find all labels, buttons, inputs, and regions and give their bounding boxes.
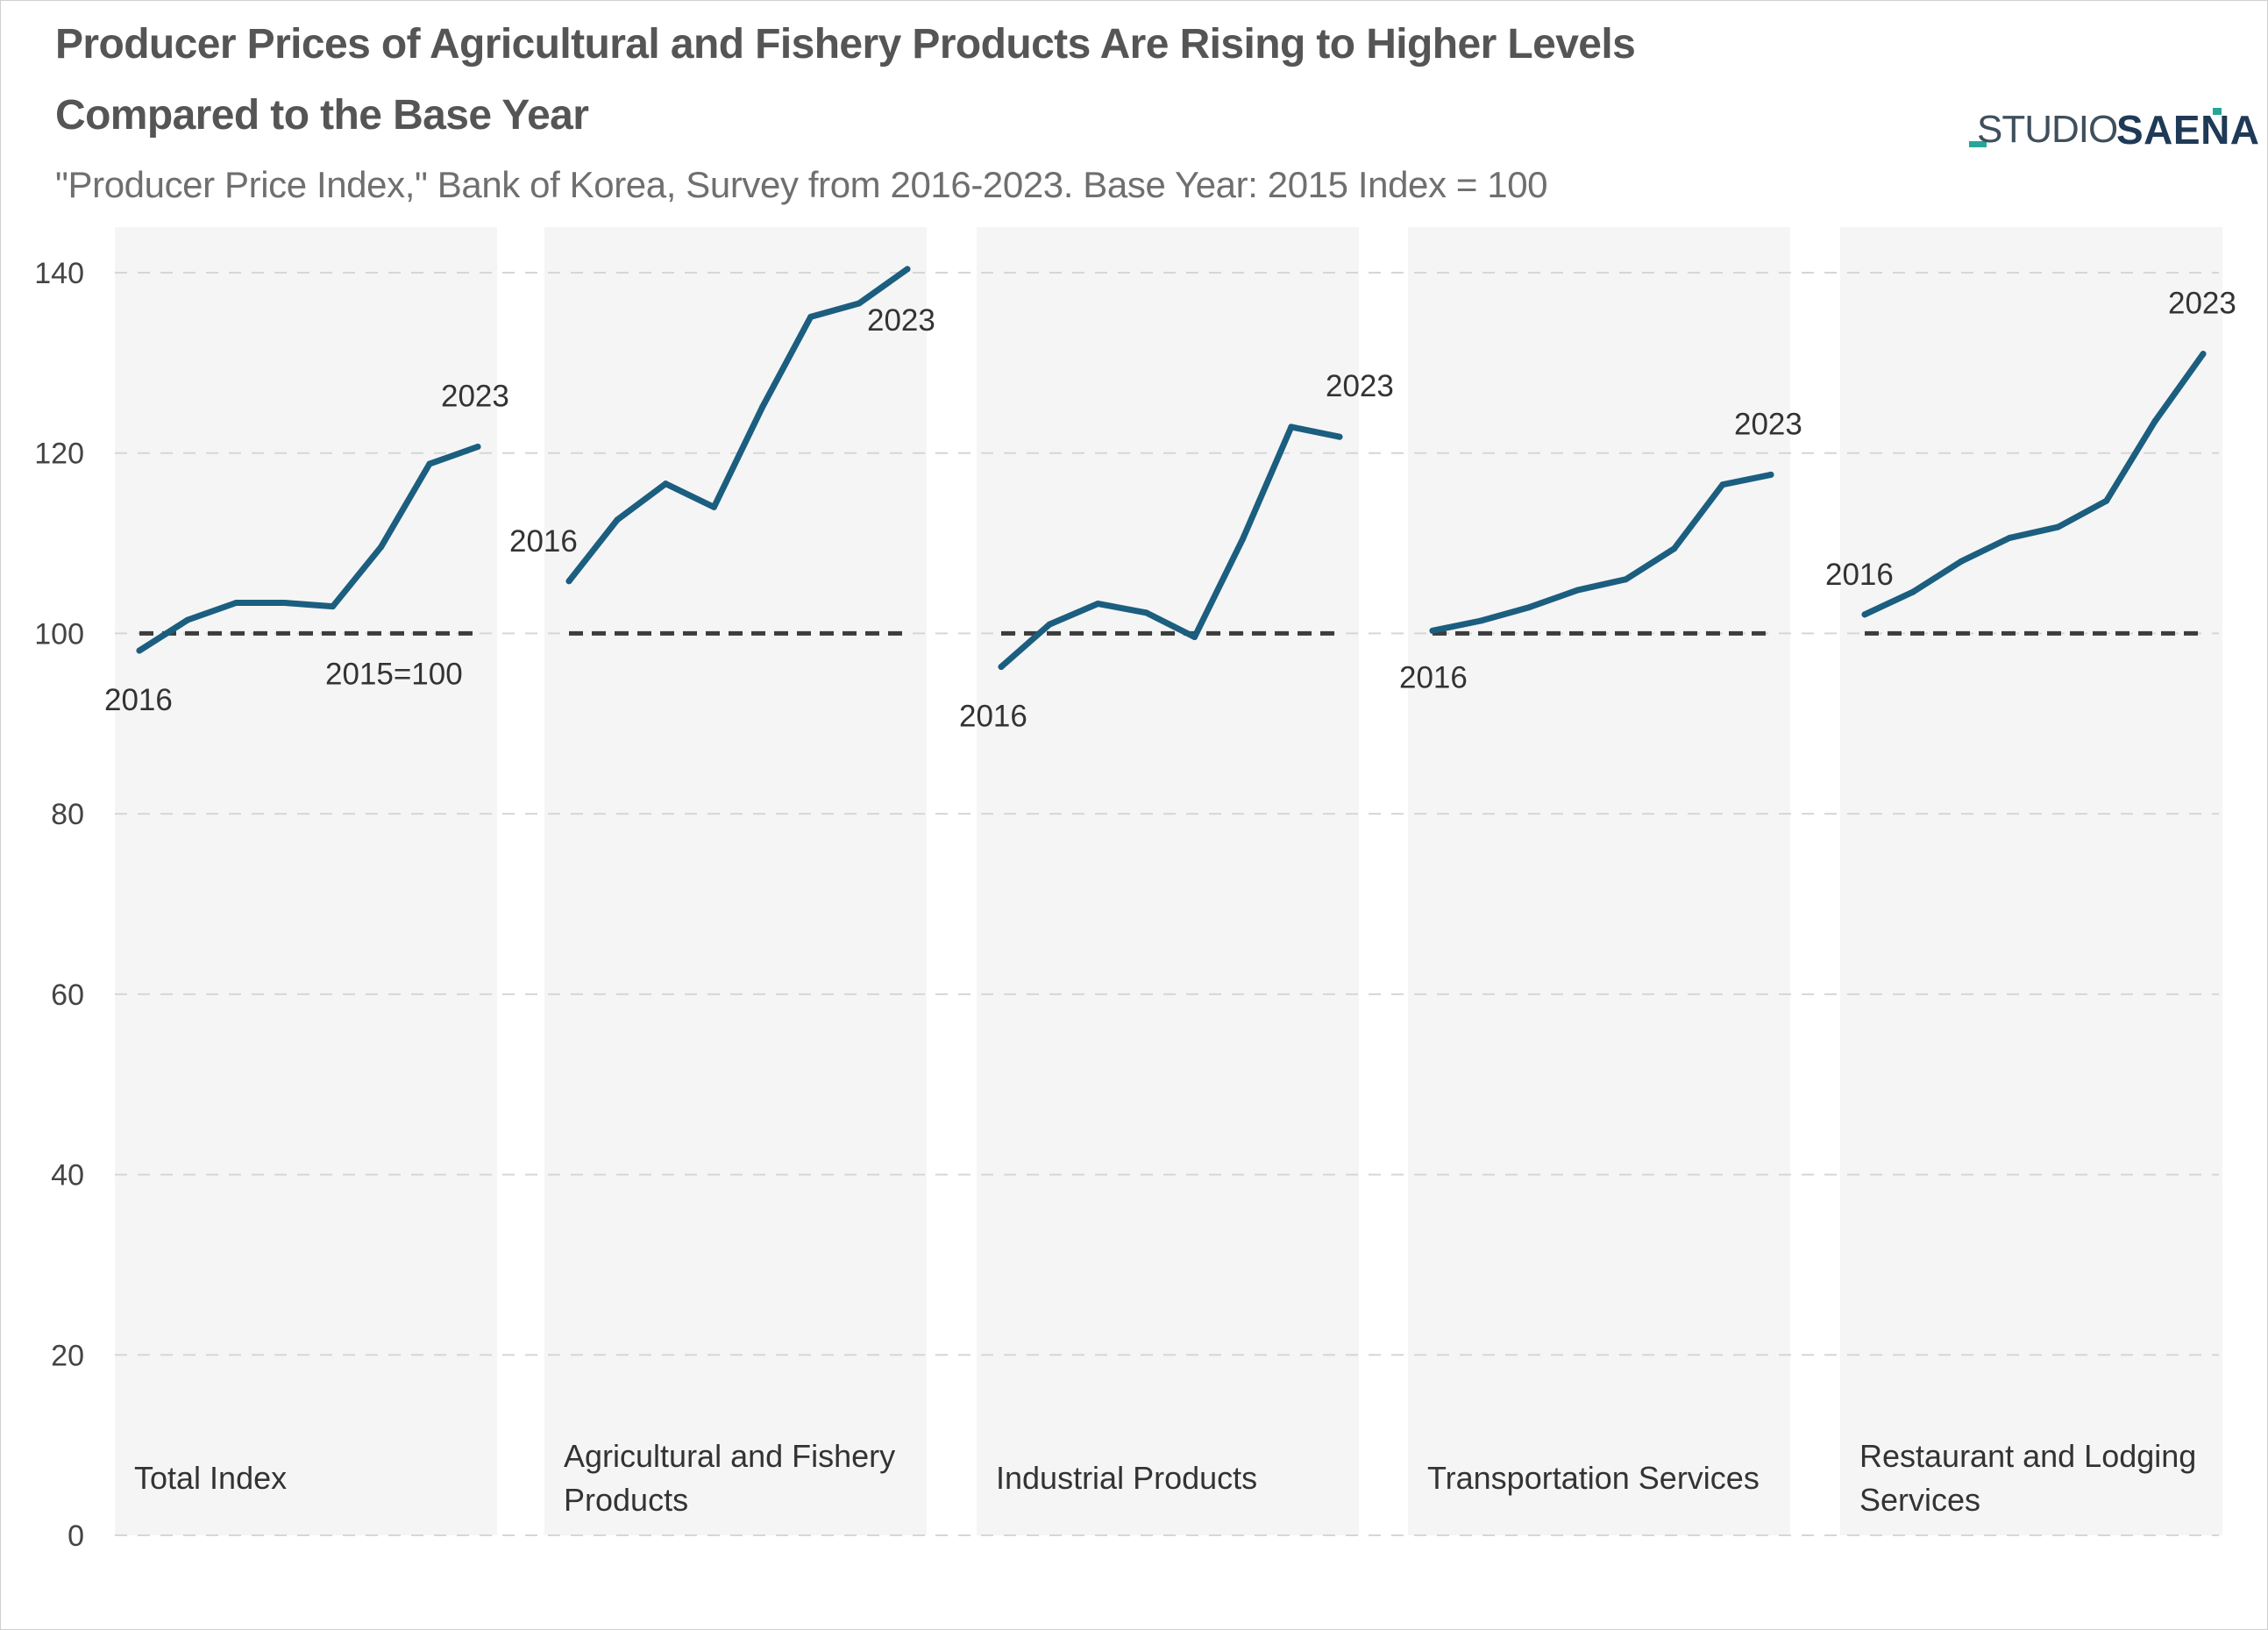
panel-label: Industrial Products bbox=[996, 1460, 1257, 1496]
panel-background bbox=[1408, 227, 1790, 1535]
series-panel: 2016 2023 Industrial Products bbox=[959, 369, 1394, 1496]
panel-label: Transportation Services bbox=[1427, 1460, 1760, 1496]
data-point bbox=[565, 578, 572, 585]
logo-underscore-mark bbox=[1969, 141, 1987, 147]
data-point bbox=[856, 300, 863, 307]
series-panel: 2016 2023 Restaurant and Lodging Services bbox=[1825, 287, 2236, 1518]
data-point bbox=[1719, 481, 1726, 488]
end-year-label: 2023 bbox=[2168, 287, 2236, 321]
y-tick-label: 120 bbox=[34, 438, 84, 471]
panel-backgrounds bbox=[115, 227, 2222, 1535]
data-point bbox=[136, 647, 143, 654]
data-point bbox=[1623, 576, 1630, 583]
data-point bbox=[1767, 471, 1774, 478]
end-year-label: 2023 bbox=[441, 380, 509, 414]
data-point bbox=[710, 503, 717, 510]
start-year-label: 2016 bbox=[104, 683, 173, 717]
y-tick-label: 20 bbox=[51, 1339, 84, 1372]
data-point bbox=[998, 663, 1005, 670]
data-point bbox=[1142, 609, 1149, 616]
data-point bbox=[2200, 351, 2207, 358]
data-point bbox=[1525, 604, 1532, 611]
y-tick-label: 140 bbox=[34, 257, 84, 290]
data-point bbox=[1046, 621, 1053, 628]
series-panel: 2016 2023 Transportation Services bbox=[1399, 407, 1802, 1496]
panel-background bbox=[977, 227, 1359, 1535]
logo-text-saena: SAENA bbox=[2116, 107, 2260, 153]
data-point bbox=[904, 266, 911, 273]
data-point bbox=[426, 460, 433, 467]
data-point bbox=[2151, 418, 2158, 425]
data-point bbox=[807, 313, 814, 320]
series-line bbox=[998, 424, 1343, 670]
start-year-label: 2016 bbox=[959, 699, 1027, 733]
data-point bbox=[1429, 627, 1436, 634]
panel-background bbox=[544, 227, 927, 1535]
data-point bbox=[2103, 497, 2110, 504]
series-layer: 2016 2023 2015=100 Total Index 2016 2023 Agric… bbox=[104, 266, 2236, 1518]
panel-label: Agricultural and Fishery bbox=[564, 1438, 895, 1474]
data-point bbox=[281, 599, 288, 606]
data-point bbox=[614, 516, 621, 523]
data-point bbox=[1958, 558, 1965, 565]
series-panel: 2016 2023 Agricultural and Fishery Products bbox=[509, 266, 935, 1518]
panel-background bbox=[1840, 227, 2222, 1535]
y-tick-label: 100 bbox=[34, 617, 84, 651]
data-point bbox=[378, 544, 385, 551]
data-point bbox=[1477, 617, 1484, 624]
y-tick-label: 40 bbox=[51, 1159, 84, 1192]
panel-label: Products bbox=[564, 1482, 688, 1518]
chart-title-line-2: Compared to the Base Year bbox=[55, 92, 589, 139]
panel-background bbox=[115, 227, 497, 1535]
series-line bbox=[136, 444, 481, 654]
series-line bbox=[565, 266, 911, 585]
data-point bbox=[1191, 634, 1198, 641]
start-year-label: 2016 bbox=[1399, 660, 1468, 694]
end-year-label: 2023 bbox=[867, 303, 935, 338]
y-axis: 0 20 40 60 80 100 120 140 bbox=[34, 257, 84, 1553]
data-point bbox=[1671, 545, 1678, 552]
data-point bbox=[759, 403, 766, 410]
panel-label: Total Index bbox=[134, 1460, 287, 1496]
start-year-label: 2016 bbox=[1825, 558, 1894, 592]
chart-title-line-1: Producer Prices of Agricultural and Fish… bbox=[55, 21, 1636, 68]
data-point bbox=[2055, 523, 2062, 530]
y-tick-label: 0 bbox=[68, 1520, 84, 1553]
data-point bbox=[1909, 588, 1916, 595]
end-year-label: 2023 bbox=[1734, 407, 1802, 441]
data-point bbox=[1094, 600, 1101, 607]
chart-subtitle: "Producer Price Index," Bank of Korea, S… bbox=[55, 164, 1548, 205]
data-point bbox=[184, 616, 191, 623]
data-point bbox=[1861, 611, 1868, 618]
data-point bbox=[1574, 587, 1581, 594]
y-tick-label: 80 bbox=[51, 798, 84, 831]
data-point bbox=[232, 599, 239, 606]
data-point bbox=[1288, 424, 1295, 431]
start-year-label: 2016 bbox=[509, 524, 578, 559]
logo-accent-mark bbox=[2213, 108, 2222, 115]
panel-label: Services bbox=[1859, 1482, 1980, 1518]
series-line bbox=[1861, 351, 2207, 618]
end-year-label: 2023 bbox=[1326, 369, 1394, 403]
panel-label: Restaurant and Lodging bbox=[1859, 1438, 2196, 1474]
data-point bbox=[2006, 534, 2013, 541]
data-point bbox=[1240, 535, 1247, 542]
series-line bbox=[1429, 471, 1774, 634]
data-point bbox=[330, 603, 337, 610]
y-tick-label: 60 bbox=[51, 979, 84, 1012]
data-point bbox=[1336, 433, 1343, 440]
baseline-label: 2015=100 bbox=[325, 657, 463, 691]
logo-text-studio: STUDIO bbox=[1977, 108, 2118, 151]
data-point bbox=[662, 480, 669, 488]
data-point bbox=[474, 444, 481, 451]
series-panel: 2016 2023 2015=100 Total Index bbox=[104, 380, 509, 1496]
